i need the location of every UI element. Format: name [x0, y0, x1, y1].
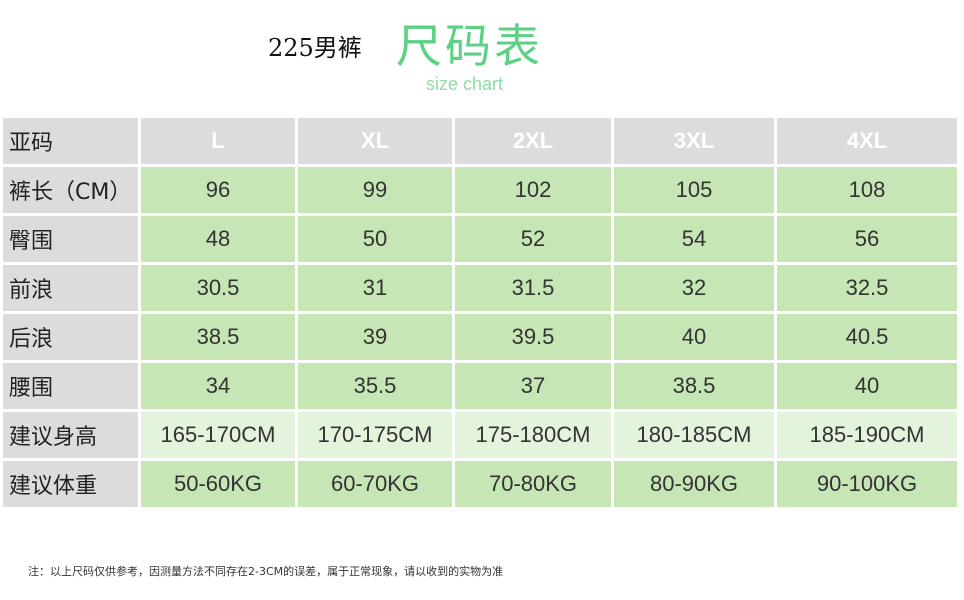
- table-cell: 90-100KG: [777, 461, 957, 507]
- table-cell: 185-190CM: [777, 412, 957, 458]
- table-cell: 32: [614, 265, 774, 311]
- table-cell: 56: [777, 216, 957, 262]
- table-cell: 96: [141, 167, 295, 213]
- table-cell: 38.5: [614, 363, 774, 409]
- size-header-2xl: 2XL: [455, 118, 611, 164]
- table-cell: 40: [777, 363, 957, 409]
- size-header-xl: XL: [298, 118, 452, 164]
- footnote: 注：以上尺码仅供参考，因测量方法不同存在2-3CM的误差，属于正常现象，请以收到…: [28, 565, 504, 578]
- table-row: 腰围 34 35.5 37 38.5 40: [3, 363, 957, 409]
- table-cell: 50: [298, 216, 452, 262]
- table-cell: 39.5: [455, 314, 611, 360]
- table-cell: 70-80KG: [455, 461, 611, 507]
- table-cell: 102: [455, 167, 611, 213]
- table-cell: 31.5: [455, 265, 611, 311]
- table-cell: 30.5: [141, 265, 295, 311]
- table-cell: 170-175CM: [298, 412, 452, 458]
- table-header-row: 亚码 L XL 2XL 3XL 4XL: [3, 118, 957, 164]
- title-prefix: 225男裤: [268, 34, 362, 62]
- table-cell: 105: [614, 167, 774, 213]
- table-cell: 80-90KG: [614, 461, 774, 507]
- table-cell: 32.5: [777, 265, 957, 311]
- table-cell: 34: [141, 363, 295, 409]
- table-cell: 31: [298, 265, 452, 311]
- table-cell: 54: [614, 216, 774, 262]
- table-cell: 37: [455, 363, 611, 409]
- table-cell: 38.5: [141, 314, 295, 360]
- table-cell: 52: [455, 216, 611, 262]
- row-label: 后浪: [3, 314, 138, 360]
- table-cell: 165-170CM: [141, 412, 295, 458]
- table-cell: 175-180CM: [455, 412, 611, 458]
- table-cell: 40: [614, 314, 774, 360]
- table-row: 后浪 38.5 39 39.5 40 40.5: [3, 314, 957, 360]
- table-row: 前浪 30.5 31 31.5 32 32.5: [3, 265, 957, 311]
- table-cell: 50-60KG: [141, 461, 295, 507]
- row-label: 腰围: [3, 363, 138, 409]
- table-row: 臀围 48 50 52 54 56: [3, 216, 957, 262]
- size-header-4xl: 4XL: [777, 118, 957, 164]
- page-title: 尺码表: [396, 19, 543, 73]
- table-cell: 35.5: [298, 363, 452, 409]
- size-header-l: L: [141, 118, 295, 164]
- table-cell: 108: [777, 167, 957, 213]
- table-cell: 99: [298, 167, 452, 213]
- header-label-cell: 亚码: [3, 118, 138, 164]
- row-label: 建议身高: [3, 412, 138, 458]
- table-row: 建议身高 165-170CM 170-175CM 175-180CM 180-1…: [3, 412, 957, 458]
- row-label: 臀围: [3, 216, 138, 262]
- table-cell: 180-185CM: [614, 412, 774, 458]
- table-cell: 60-70KG: [298, 461, 452, 507]
- table-row: 建议体重 50-60KG 60-70KG 70-80KG 80-90KG 90-…: [3, 461, 957, 507]
- row-label: 裤长（CM）: [3, 167, 138, 213]
- table-cell: 40.5: [777, 314, 957, 360]
- table-row: 裤长（CM） 96 99 102 105 108: [3, 167, 957, 213]
- table-cell: 39: [298, 314, 452, 360]
- page-subtitle: size chart: [426, 74, 504, 94]
- table-cell: 48: [141, 216, 295, 262]
- size-table: 亚码 L XL 2XL 3XL 4XL 裤长（CM） 96 99 102 105…: [0, 115, 960, 510]
- size-header-3xl: 3XL: [614, 118, 774, 164]
- row-label: 前浪: [3, 265, 138, 311]
- row-label: 建议体重: [3, 461, 138, 507]
